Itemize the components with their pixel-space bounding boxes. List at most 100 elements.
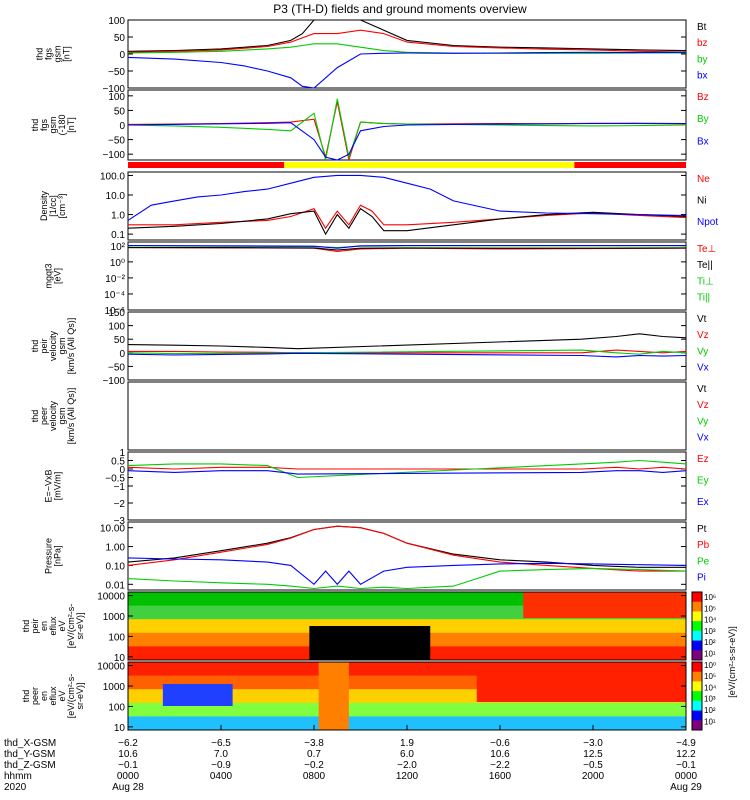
espec-inner-region — [318, 662, 349, 730]
colorbar-swatch — [692, 710, 702, 721]
colorbar-tick: 10⁵ — [704, 672, 716, 681]
ivel-ylabel: thd peir velocity gsm [km/s (All Qs)] — [30, 318, 76, 375]
temp-ylabel-line: [eV] — [53, 268, 63, 284]
fgs-ytick-label: 0 — [119, 50, 125, 61]
series-density-Ni — [127, 207, 687, 236]
colorbar-tick: 10⁴ — [704, 616, 717, 625]
espec-ylabel-line: eV — [57, 690, 67, 701]
pressure-legend-item: Pe — [697, 556, 710, 567]
temp-ytick-label: 10⁻⁴ — [104, 290, 125, 301]
series-density-Npot — [127, 174, 687, 221]
colorbar-tick: 10⁵ — [704, 604, 716, 613]
density-ytick-label: 1.0 — [111, 211, 125, 222]
fgs2-ytick-label: −50 — [108, 136, 125, 147]
temp-ytick-label: 10⁻² — [105, 274, 125, 285]
espec-ytick-label: 1000 — [103, 682, 126, 693]
x-row-value: 12.2 — [676, 749, 696, 760]
x-row-value: 1600 — [489, 771, 512, 782]
fgs2-legend-item: Bx — [697, 136, 709, 147]
status-bar-segment — [574, 162, 686, 168]
ivel-ylabel-line: [km/s (All Qs)] — [66, 318, 76, 375]
ivel-ytick-label: 0 — [119, 349, 125, 360]
series-efield-Ez — [127, 466, 687, 470]
x-row-value: 6.0 — [400, 749, 414, 760]
figure-title: P3 (TH-D) fields and ground moments over… — [273, 2, 527, 16]
x-row-value: −0.1 — [118, 760, 138, 771]
efield-legend-item: Ex — [697, 497, 709, 508]
colorbar-swatch — [692, 601, 702, 612]
series-fgs-Bt — [127, 19, 687, 52]
temp-legend-item: Te⊥ — [697, 244, 716, 255]
efield-ytick-label: −1 — [114, 482, 126, 493]
espec-ytick-label: 10000 — [97, 662, 125, 673]
colorbar-swatch — [692, 691, 702, 702]
colorbar-tick: 10³ — [704, 695, 716, 704]
temp-legend-item: Te|| — [697, 260, 713, 271]
ispec-ytick-label: 10000 — [97, 592, 125, 603]
fgs-ylabel-line: fgs — [44, 48, 54, 61]
x-row-value: −0.2 — [304, 760, 324, 771]
ivel-legend-item: Vy — [697, 346, 708, 357]
fgs-ytick-label: −100 — [102, 84, 125, 95]
density-ytick-label: 100.0 — [100, 171, 125, 182]
ispec-ytick-label: 100 — [108, 632, 125, 643]
pressure-legend-item: Pt — [697, 524, 707, 535]
colorbar-swatch — [692, 671, 702, 682]
efield-ytick-label: 0.5 — [111, 457, 125, 468]
series-temp-Ti|| — [127, 244, 686, 249]
density-legend-item: Ni — [697, 196, 706, 207]
fgs-legend-item: bz — [697, 38, 708, 49]
x-row-value: 12.5 — [583, 749, 603, 760]
colorbar-swatch — [692, 621, 702, 632]
evel-ylabel-line: gsm — [57, 407, 67, 424]
fgs-ylabel-line: thd — [35, 48, 45, 61]
efield-ytick-label: −2 — [114, 499, 126, 510]
evel-legend-item: Vt — [697, 384, 707, 395]
ispec-ylabel-line: [eV/(cm²-s- — [66, 604, 76, 649]
ispec-ylabel-line: sr-eV)] — [75, 613, 85, 640]
pressure-legend-item: Pb — [697, 540, 710, 551]
efield-ytick-label: 1 — [119, 448, 125, 459]
fgs2-ylabel-line: thd — [30, 119, 40, 132]
efield-ylabel: E=−VxB [mV/m] — [44, 469, 63, 502]
colorbar-frame — [691, 661, 703, 731]
pressure-ytick-label: 1.00 — [106, 543, 126, 554]
series-pressure-Pb — [127, 525, 686, 572]
efield-ytick-label: −0.5 — [105, 474, 125, 485]
fgs-ylabel-line: [nT] — [62, 46, 72, 62]
density-ylabel-line: Density — [39, 190, 49, 221]
density-legend-item: Npot — [697, 217, 718, 228]
series-fgs2-Bx — [127, 122, 687, 161]
pressure-legend-item: Pi — [697, 572, 706, 583]
density-ytick-label: 0.1 — [111, 230, 125, 241]
colorbar-swatch — [692, 640, 702, 651]
colorbar-swatch — [692, 611, 702, 622]
fgs2-ylabel-line: gsm — [48, 116, 58, 133]
espec-hot-region — [476, 662, 686, 702]
ivel-ytick-label: −100 — [102, 376, 125, 387]
espec-ylabel-line: en — [39, 691, 49, 701]
fgs-ytick-label: 50 — [114, 33, 126, 44]
x-row-value: 10.6 — [118, 749, 138, 760]
x-row-value: 0.7 — [307, 749, 321, 760]
pressure-ylabel: Pressure [nPa] — [44, 538, 63, 574]
density-frame — [127, 171, 687, 241]
evel-ylabel-line: [km/s (All Qs)] — [66, 388, 76, 445]
fgs-ytick-label: −50 — [108, 67, 125, 78]
ivel-legend-item: Vx — [697, 362, 709, 373]
ivel-ylabel-line: peir — [39, 338, 49, 353]
ivel-ylabel-line: velocity — [48, 330, 58, 361]
colorbar-swatch — [692, 592, 702, 603]
x-row-value: −2.2 — [490, 760, 510, 771]
series-pressure-Pt — [127, 525, 686, 568]
espec-ylabel-line: sr-eV)] — [75, 683, 85, 710]
x-row-value: −3.0 — [583, 738, 603, 749]
espec-ylabel-line: peer — [30, 687, 40, 705]
fgs-ytick-label: 100 — [108, 16, 125, 27]
ispec-ylabel-line: eflux — [48, 616, 58, 636]
x-row-value: 0800 — [303, 771, 326, 782]
density-ylabel: Density [1/cc] [cm⁻³] — [39, 190, 67, 221]
x-row-label: thd_X-GSM — [4, 738, 56, 749]
